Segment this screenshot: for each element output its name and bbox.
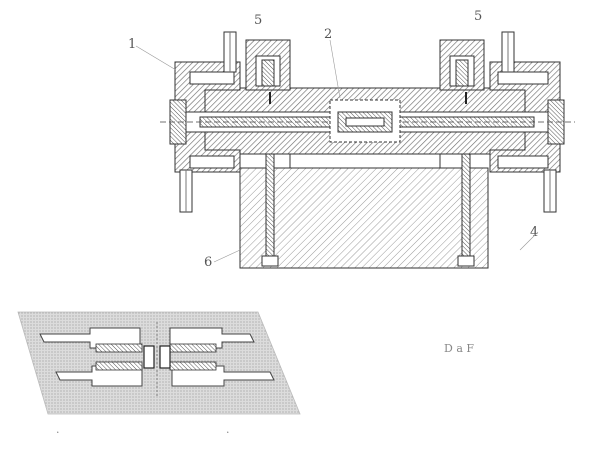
leader-lines: [135, 39, 539, 263]
detail-tick-right: ·: [226, 426, 230, 439]
detail-view: [17, 311, 301, 415]
support-post-left: [265, 151, 275, 265]
label-5-right: 5: [474, 9, 482, 24]
label-2: 2: [324, 27, 332, 42]
support-post-right: [461, 151, 471, 265]
detail-strip: [17, 311, 301, 415]
label-1: 1: [128, 37, 136, 52]
detail-caption: D a F: [444, 342, 474, 355]
detail-tick-left: ·: [56, 426, 60, 439]
label-6: 6: [204, 255, 212, 270]
label-4: 4: [530, 225, 538, 240]
base-block: [239, 167, 489, 269]
device-assembly: [160, 31, 575, 269]
left-flange: [174, 61, 241, 173]
label-5-left: 5: [254, 13, 262, 28]
